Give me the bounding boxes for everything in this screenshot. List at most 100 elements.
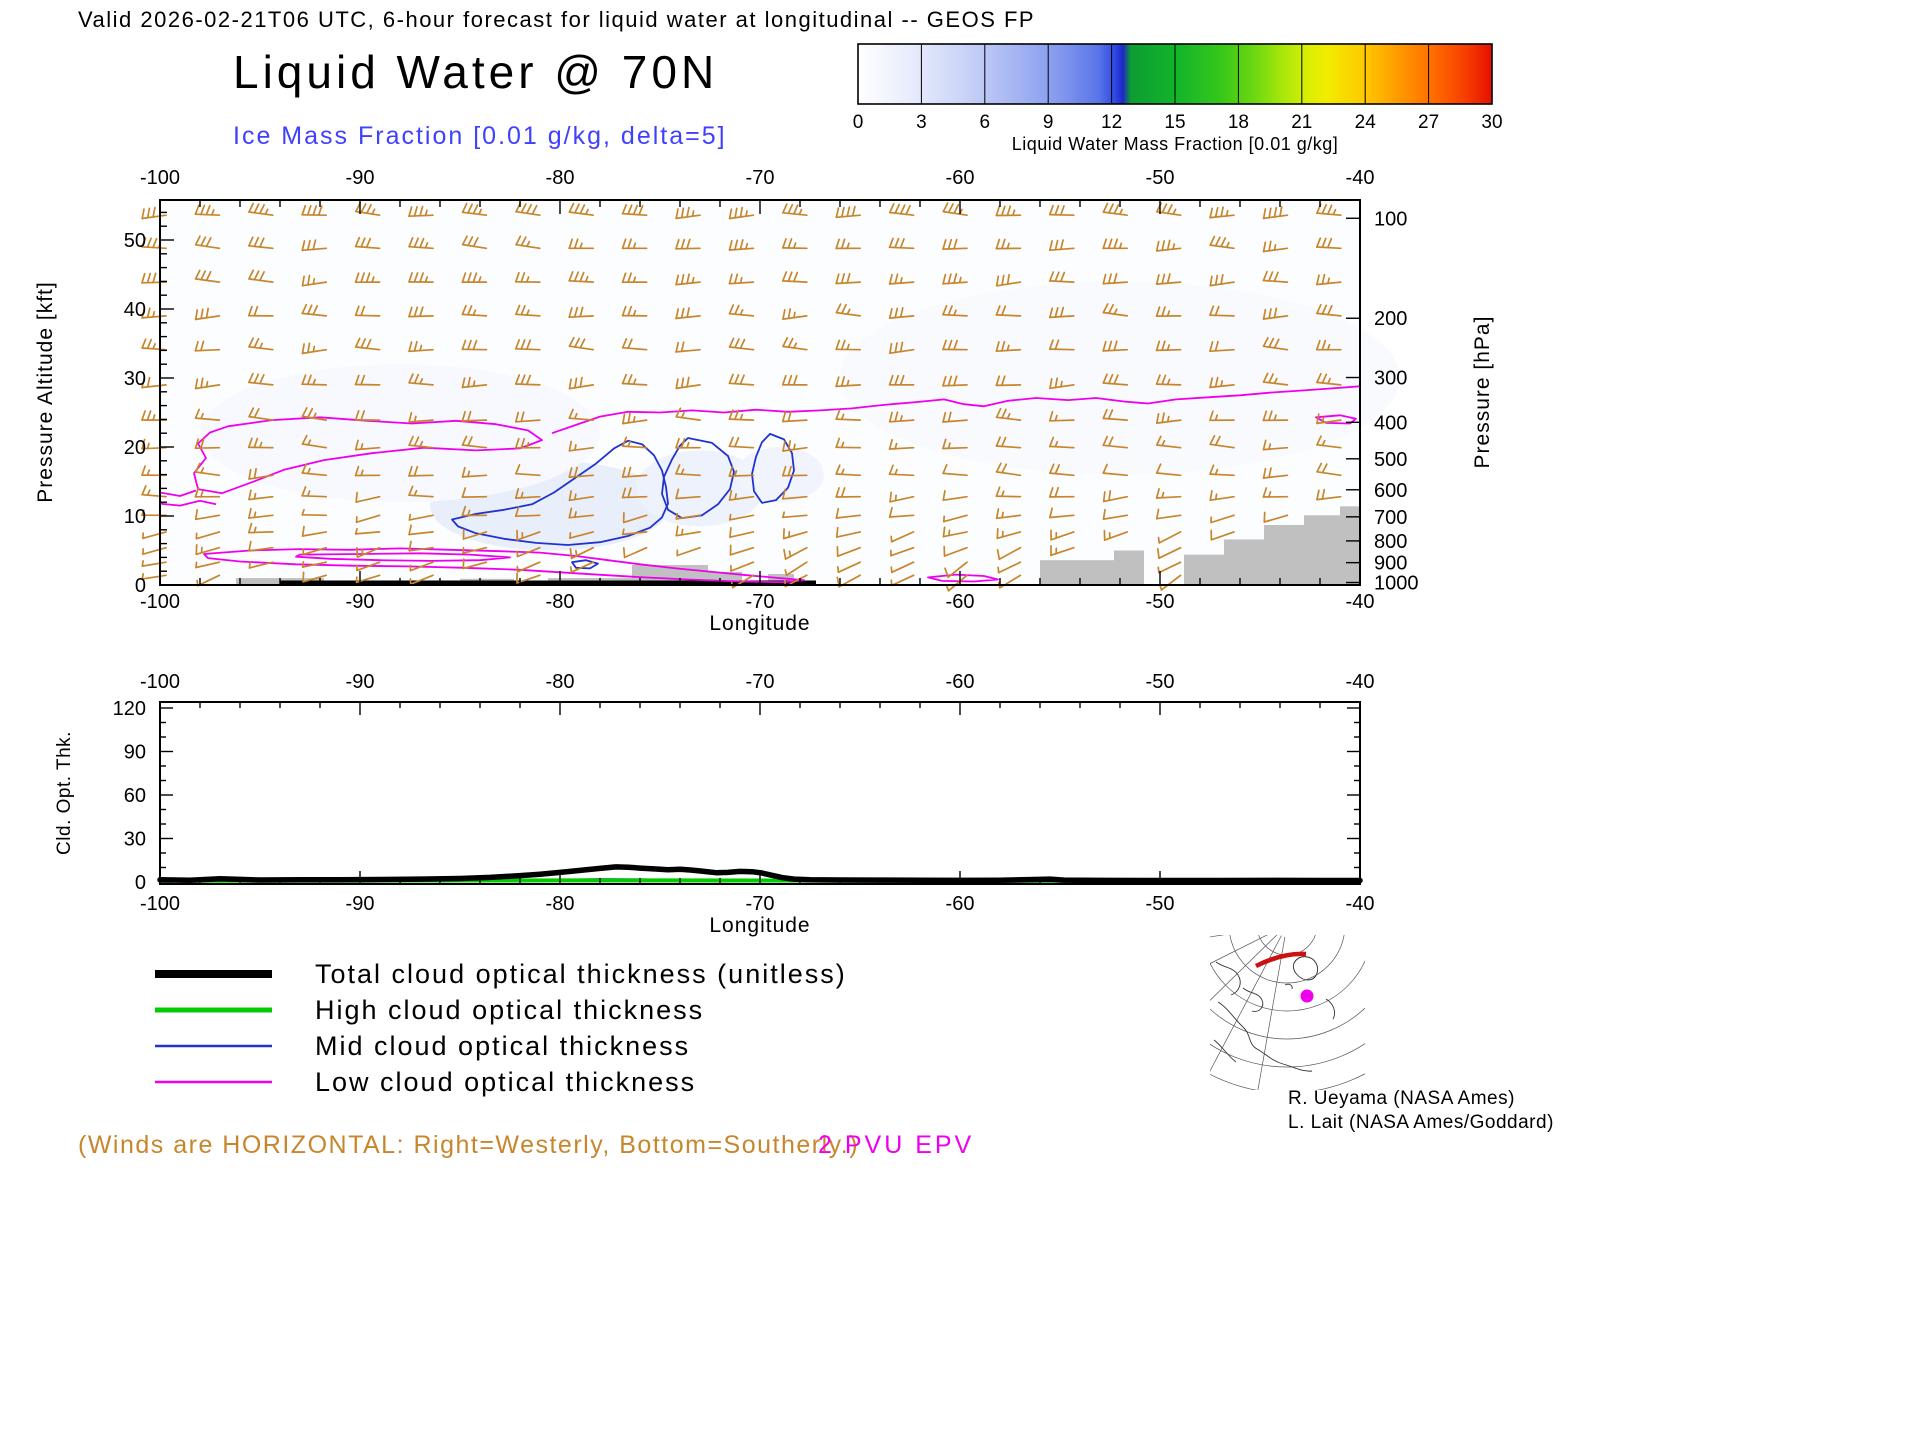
wind-barb: [889, 341, 915, 355]
wind-barb: [1316, 303, 1342, 317]
wind-barb: [354, 305, 381, 317]
valid-line: Valid 2026-02-21T06 UTC, 6-hour forecast…: [78, 7, 1035, 32]
wind-barb: [781, 271, 808, 283]
colorbar-label: Liquid Water Mass Fraction [0.01 g/kg]: [1012, 134, 1338, 154]
optical-thickness-panel: -100 -100 -90 -90 -80 -80 -70 -70 -60 -60 -50 -50 -4…: [54, 671, 1374, 937]
wind-barb: [301, 204, 328, 217]
wind-barb: [569, 531, 595, 539]
wind-barb: [729, 544, 755, 556]
wind-barb: [1262, 487, 1289, 498]
wind-barb: [1155, 239, 1182, 252]
wind-barb: [835, 464, 862, 477]
tick-label: -70: [746, 893, 775, 915]
wind-barb: [888, 506, 915, 518]
wind-barb: [888, 307, 915, 319]
terrain: [1224, 539, 1264, 585]
wind-barb: [248, 337, 274, 351]
tick-label: -40: [1346, 893, 1375, 915]
graticule-parallel: [1210, 1007, 1365, 1040]
coastline: [1213, 1039, 1237, 1063]
wind-barb: [1155, 488, 1182, 499]
wind-barb: [675, 525, 701, 537]
wind-barb: [248, 407, 274, 421]
main-yleft-title: Pressure Altitude [kft]: [34, 281, 57, 502]
wind-barb: [1210, 514, 1235, 524]
wind-barb: [302, 571, 328, 583]
wind-barb: [675, 206, 701, 220]
terrain: [1184, 554, 1224, 585]
graticule-meridian: [1114, 898, 1275, 923]
wind-barb: [1102, 303, 1129, 317]
inset-map: [1114, 898, 1365, 1090]
wind-barb: [1102, 408, 1129, 421]
wind-barb: [1209, 490, 1235, 502]
wind-barb: [1262, 372, 1289, 386]
graticule-parallel: [1210, 1043, 1365, 1068]
wind-barb: [889, 491, 915, 503]
wind-barb: [1157, 531, 1182, 544]
wind-barb: [568, 271, 595, 283]
wind-barb: [1155, 435, 1182, 449]
tick-label: 1000: [1374, 573, 1419, 595]
wind-barb: [888, 273, 915, 285]
wind-barb: [728, 466, 755, 477]
opt-panel-plot: -100 -100 -90 -90 -80 -80 -70 -70 -60 -60 -50 -50 -4…: [113, 671, 1375, 915]
wind-barb: [248, 507, 274, 519]
tick-label: -60: [946, 591, 975, 613]
tick-label: -50: [1146, 591, 1175, 613]
wind-barb: [835, 303, 862, 317]
wind-barb: [995, 462, 1022, 477]
wind-barb: [354, 410, 381, 421]
wind-barb: [1316, 273, 1342, 286]
wind-barb: [835, 487, 862, 498]
wind-barb: [461, 435, 488, 449]
wind-barb: [675, 307, 701, 320]
wind-barb: [675, 341, 701, 353]
wind-barb: [1209, 305, 1235, 317]
wind-barb: [728, 239, 755, 251]
tick-label: -60: [946, 893, 975, 915]
wind-barb: [1262, 240, 1289, 253]
map-track-line: [1254, 951, 1307, 969]
wind-barb: [621, 466, 648, 478]
wind-barb: [1050, 529, 1075, 541]
epv-label: 2 PVU EPV: [818, 1131, 974, 1159]
wind-barb: [194, 235, 221, 250]
wind-barb: [1155, 508, 1182, 520]
wind-barb: [728, 304, 755, 317]
tick-label: 200: [1374, 308, 1407, 330]
wind-barb: [1102, 463, 1129, 477]
wind-barb: [1209, 464, 1235, 477]
graticule-meridian: [1210, 935, 1225, 938]
map-marker-dot: [1300, 989, 1314, 1003]
tick-label: -80: [546, 671, 575, 693]
contour-epv-left-edge-a: [159, 489, 197, 497]
wind-barb: [1315, 339, 1342, 351]
wind-barb: [781, 238, 808, 250]
wind-barb: [408, 411, 434, 423]
wind-barb: [354, 527, 381, 535]
wind-barb: [1102, 202, 1129, 217]
wind-barb: [1102, 508, 1129, 520]
wind-barb: [942, 526, 968, 538]
wind-barb: [1048, 306, 1075, 319]
terrain: [1304, 515, 1340, 585]
graticule-meridian: [1210, 935, 1278, 1001]
wind-barb: [729, 561, 755, 572]
graticule-parallel: [1229, 935, 1345, 984]
wind-barb: [781, 374, 808, 386]
tick-label: 3: [916, 112, 927, 133]
wind-barb: [782, 203, 808, 217]
opt-xaxis-title: Longitude: [709, 914, 810, 937]
tick-label: 15: [1164, 112, 1185, 133]
wind-barb: [569, 561, 595, 574]
wind-barb: [516, 572, 541, 584]
wind-barb: [1048, 436, 1075, 449]
tick-label: 30: [1481, 112, 1502, 133]
tick-label: -80: [546, 893, 575, 915]
wind-barb: [301, 303, 328, 317]
wind-barb: [890, 546, 915, 557]
wind-barb: [1262, 439, 1289, 451]
wind-barb: [194, 462, 221, 477]
wind-barb: [1209, 434, 1235, 449]
